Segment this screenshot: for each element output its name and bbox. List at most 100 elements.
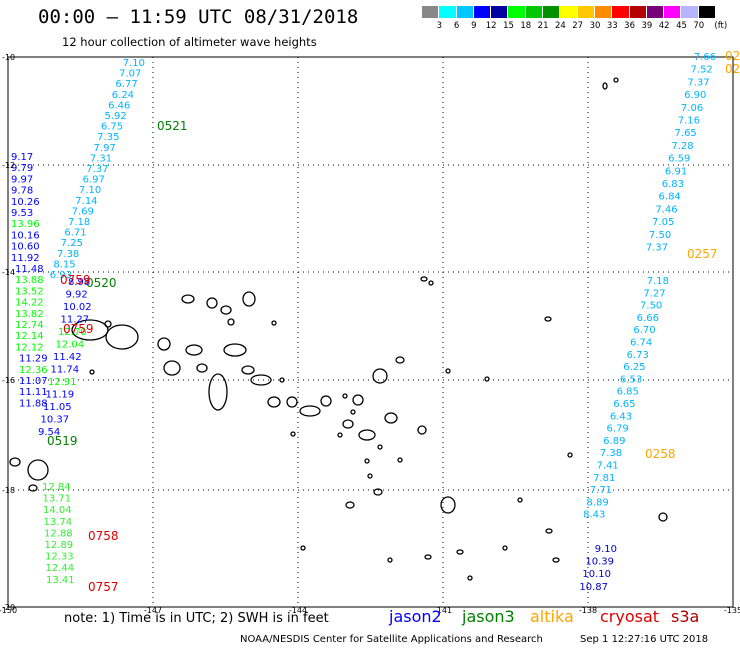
wave-height-value: 6.24: [112, 90, 134, 101]
wave-height-value: 12.36: [19, 365, 48, 376]
pass-time-label: 0759: [63, 322, 94, 336]
colorbar-swatch: [664, 6, 682, 18]
pass-time-label: 0258: [645, 447, 676, 461]
wave-height-value: 12.12: [15, 342, 44, 353]
legend-jason3: jason3: [462, 607, 515, 626]
wave-height-value: 12.74: [15, 320, 44, 331]
colorbar-label: 3: [436, 21, 443, 31]
wave-height-value: 7.35: [97, 132, 119, 143]
wave-height-value: 13.82: [15, 309, 44, 320]
island-outline: [196, 363, 208, 373]
colorbar-swatch: [543, 6, 561, 18]
island-outline: [9, 457, 21, 467]
colorbar-label: 9: [471, 21, 477, 31]
wave-height-value: 7.28: [671, 141, 693, 152]
legend-jason2: jason2: [389, 607, 442, 626]
wave-height-value: 12.84: [42, 482, 71, 493]
lon-label: -147: [144, 606, 162, 615]
island-outline: [342, 419, 354, 429]
colorbar-label: 6: [453, 21, 460, 31]
wave-height-value: 12.70: [58, 327, 87, 338]
island-outline: [377, 444, 383, 450]
wave-height-value: 6.91: [665, 166, 687, 177]
track-labels: 7.107.076.776.246.465.926.757.357.977.31…: [11, 49, 740, 594]
wave-height-value: 7.25: [61, 238, 83, 249]
wave-height-value: 10.26: [11, 197, 40, 208]
island-outline: [602, 82, 608, 90]
wave-height-value: 9.97: [11, 174, 33, 185]
island-outline: [163, 360, 181, 376]
colorbar-label: 39: [641, 21, 653, 31]
wave-height-value: 6.73: [627, 350, 649, 361]
island-outline: [417, 425, 427, 435]
footer-timestamp: Sep 1 12:27:16 UTC 2018: [580, 634, 709, 645]
wave-height-value: 9.78: [11, 186, 33, 197]
wave-height-value: 6.83: [662, 179, 684, 190]
lat-label: -14: [2, 268, 15, 277]
wave-height-value: 9.17: [11, 152, 33, 163]
colorbar-swatch: [594, 6, 613, 18]
wave-height-value: 12.88: [44, 528, 73, 539]
island-outline: [250, 374, 272, 386]
wave-height-value: 6.93: [50, 270, 72, 281]
pass-time-label: 0257: [687, 247, 718, 261]
island-outline: [241, 365, 255, 375]
wave-height-value: 11.29: [19, 354, 48, 365]
wave-height-value: 8.15: [53, 259, 75, 270]
island-outline: [223, 343, 247, 357]
island-outline: [185, 344, 203, 356]
wave-height-value: 7.10: [79, 185, 101, 196]
pass-time-label: 0757: [88, 580, 119, 594]
colorbar-swatch: [439, 6, 457, 18]
island-outline: [181, 294, 195, 304]
wave-height-value: 7.37: [646, 243, 668, 254]
colorbar-label: 21: [537, 21, 549, 31]
island-outline: [544, 316, 552, 322]
island-outline: [428, 280, 434, 286]
island-outline: [372, 368, 388, 384]
wave-height-value: 7.10: [123, 58, 145, 69]
island-outline: [367, 473, 373, 479]
lat-label: -20: [2, 603, 15, 612]
wave-height-value: 6.77: [115, 79, 137, 90]
island-outline: [286, 396, 298, 408]
wave-height-value: 6.59: [668, 154, 690, 165]
wave-height-value: 11.11: [19, 387, 48, 398]
wave-height-value: 7.81: [593, 473, 615, 484]
wave-height-value: 12.33: [45, 552, 74, 563]
wave-height-value: 10.60: [11, 242, 40, 253]
wave-height-value: 12.44: [46, 563, 75, 574]
wave-height-value: 12.04: [56, 340, 85, 351]
island-outline: [502, 545, 508, 551]
wave-height-value: 6.74: [630, 338, 652, 349]
pass-time-label: 0521: [157, 119, 188, 133]
wave-height-colorbar: [422, 6, 717, 18]
wave-height-value: 7.16: [678, 116, 700, 127]
island-outline: [208, 373, 228, 411]
legend-cryosat: cryosat: [600, 607, 660, 626]
island-outline: [552, 557, 560, 563]
island-outline: [157, 337, 171, 351]
wave-height-value: 11.07: [19, 376, 48, 387]
colorbar-swatch: [508, 6, 526, 18]
wave-height-value: 13.88: [15, 275, 44, 286]
wave-height-value: 7.31: [90, 153, 112, 164]
wave-height-value: 9.53: [11, 208, 33, 219]
island-outline: [352, 394, 364, 406]
colorbar-label: (ft): [714, 21, 728, 31]
island-outline: [271, 320, 277, 326]
lat-label: -10: [2, 53, 15, 62]
island-outline: [420, 276, 428, 282]
colorbar-swatch: [698, 6, 717, 18]
wave-height-value: 10.87: [579, 582, 608, 593]
pass-time-label: 0520: [86, 276, 117, 290]
island-outline: [290, 431, 296, 437]
island-outlines: [9, 77, 668, 581]
colorbar-swatch: [629, 6, 647, 18]
map-frame: [7, 56, 734, 608]
lon-label: -141: [434, 606, 452, 615]
wave-height-value: 6.90: [684, 90, 706, 101]
wave-height-value: 7.50: [649, 230, 671, 241]
island-outline: [27, 459, 49, 481]
wave-height-value: 12.14: [15, 331, 44, 342]
